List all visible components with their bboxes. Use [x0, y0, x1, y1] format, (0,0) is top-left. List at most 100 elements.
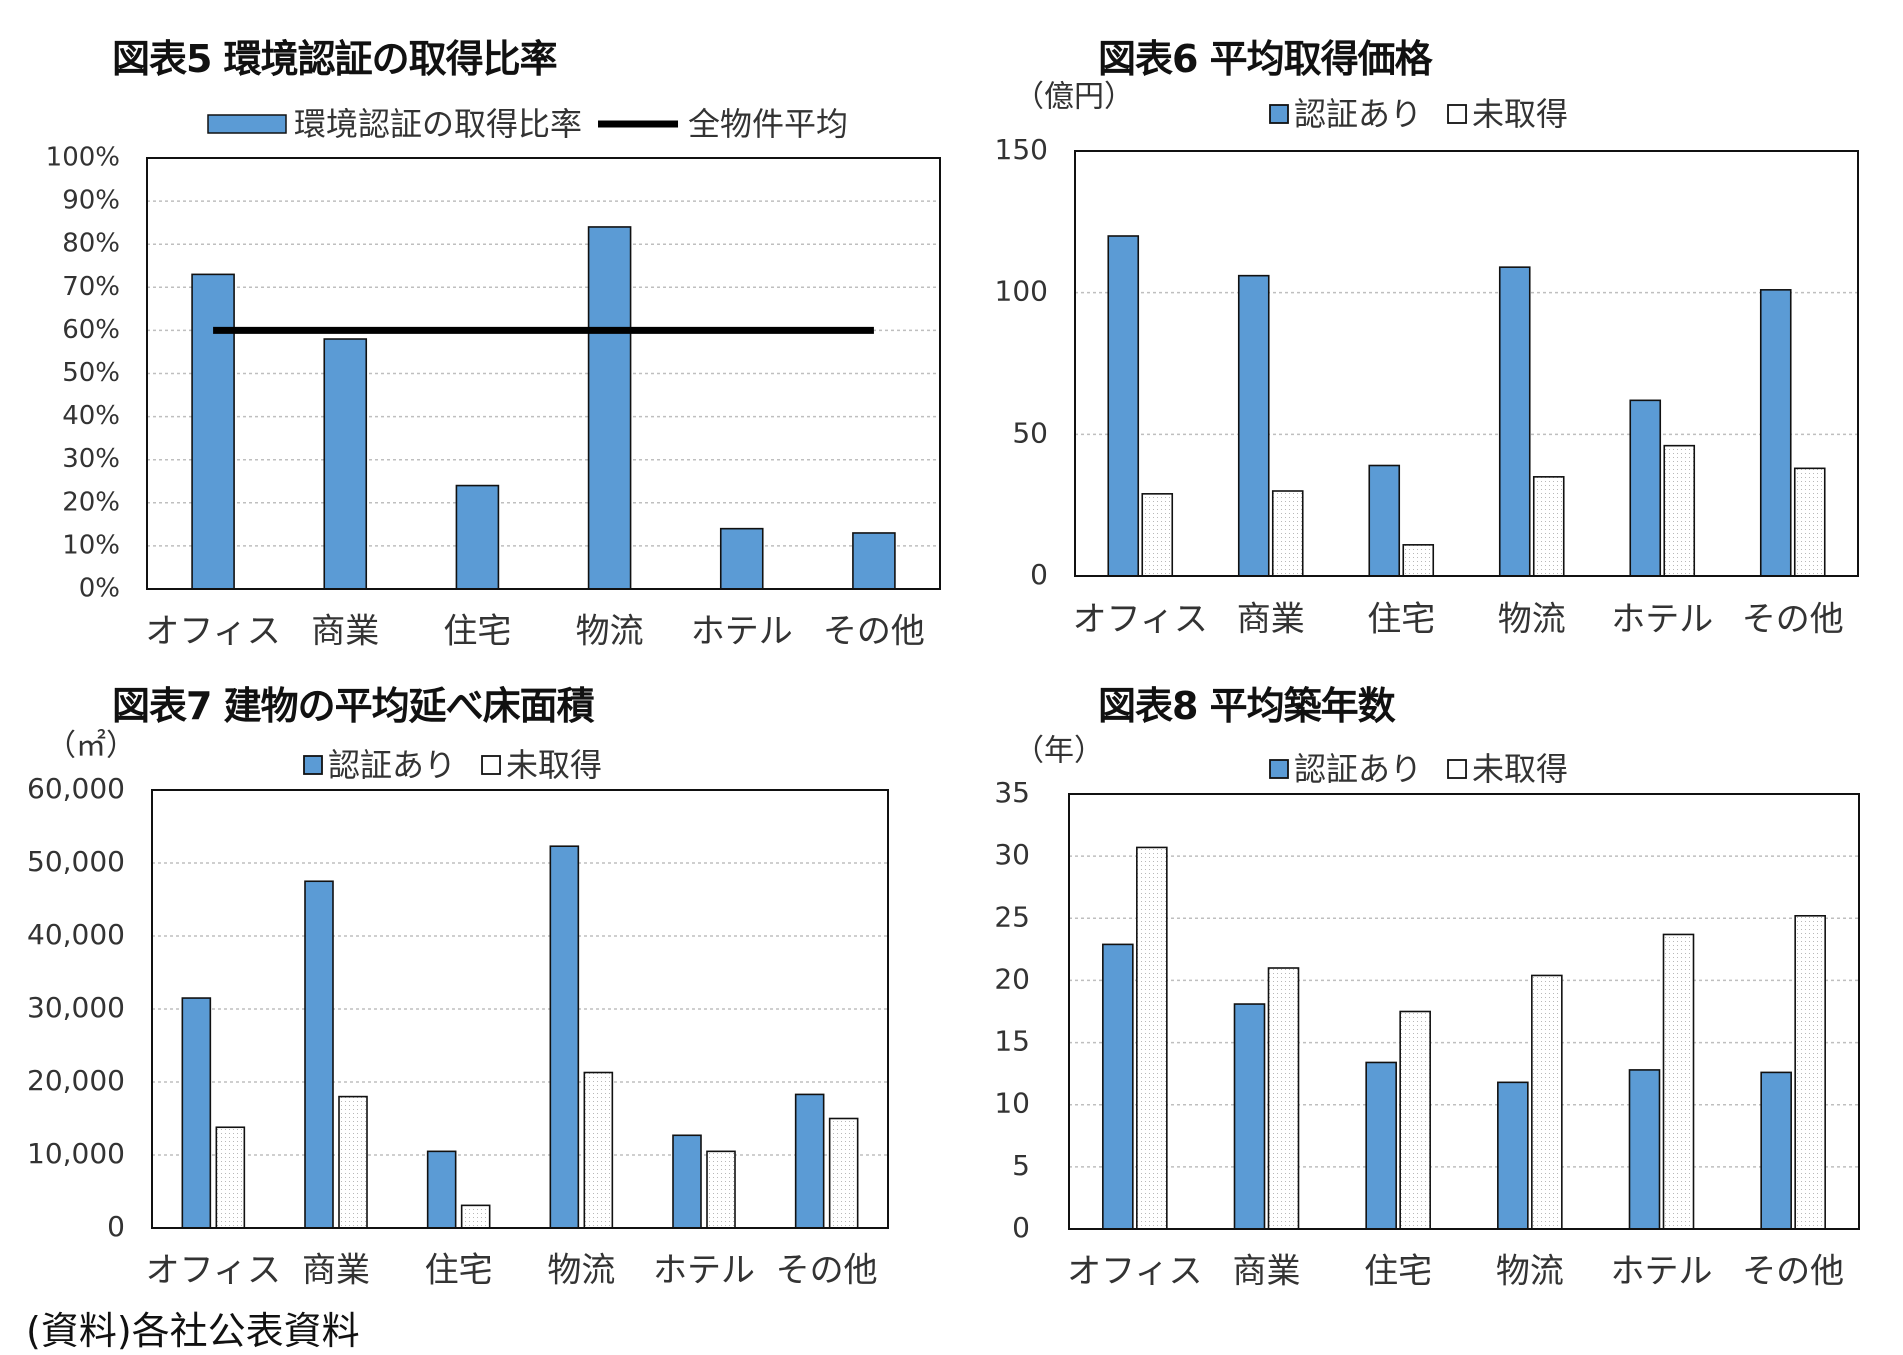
legend-swatch-certified [1269, 104, 1289, 124]
bar-certified [1498, 266, 1531, 577]
source-note: (資料)各社公表資料 [26, 1309, 360, 1353]
x-category-label: 住宅 [443, 612, 511, 652]
bar-uncertified [1399, 1010, 1431, 1230]
bar-certified [1233, 1003, 1266, 1230]
y-tick-label: 100 [995, 275, 1048, 308]
bar-certified [181, 997, 212, 1229]
y-tick-label: 0 [1012, 1211, 1030, 1244]
x-category-label: オフィス [146, 1251, 281, 1291]
legend-swatch-certified [207, 114, 287, 134]
x-category-label: 住宅 [425, 1251, 493, 1291]
y-tick-label: 15 [994, 1025, 1030, 1058]
legend-label: 未取得 [506, 746, 602, 784]
plot-frame [151, 789, 889, 1229]
bar-uncertified [1793, 467, 1826, 577]
bar-uncertified [1794, 914, 1826, 1230]
bar-uncertified [1141, 493, 1174, 577]
bar-certified [852, 532, 896, 590]
y-tick-label: 150 [995, 133, 1048, 166]
unit-label: （年） [1014, 734, 1104, 769]
legend-label: 未取得 [1472, 95, 1568, 133]
bar-certified [1760, 1071, 1792, 1230]
bar-certified [1629, 399, 1662, 577]
plot-frame [1068, 793, 1860, 1230]
legend-label: 未取得 [1472, 750, 1568, 788]
legend-swatch-uncertified [1447, 104, 1467, 124]
bar-certified [672, 1134, 702, 1229]
x-category-label: その他 [1742, 1252, 1844, 1292]
bar-uncertified [1402, 544, 1435, 577]
bar-certified [191, 273, 235, 590]
y-tick-label: 10,000 [27, 1137, 125, 1170]
plot-frame [146, 157, 941, 590]
x-category-label: ホテル [691, 612, 793, 652]
bar-certified [426, 1150, 457, 1229]
y-tick-label: 20 [994, 962, 1030, 995]
bar-uncertified [460, 1204, 491, 1229]
bar-certified [549, 845, 580, 1229]
y-tick-label: 0 [107, 1210, 125, 1243]
x-category-label: その他 [823, 612, 925, 652]
legend-label: 認証あり [1294, 750, 1422, 788]
bar-uncertified [1662, 933, 1695, 1230]
bar-certified [1102, 943, 1134, 1230]
legend-swatch-certified [1269, 759, 1289, 779]
y-tick-label: 50% [62, 358, 120, 388]
legend-label: 全物件平均 [688, 105, 848, 143]
y-tick-label: 20% [62, 487, 120, 517]
y-tick-label: 0% [79, 574, 120, 604]
bar-certified [323, 338, 368, 590]
y-tick-label: 5 [1012, 1149, 1030, 1182]
bar-certified [794, 1093, 825, 1229]
x-category-label: 商業 [302, 1251, 370, 1291]
bar-certified [587, 226, 632, 590]
bar-uncertified [1271, 490, 1304, 577]
x-category-label: ホテル [1611, 600, 1713, 640]
y-tick-label: 30% [62, 444, 120, 474]
legend-label: 認証あり [1294, 95, 1422, 133]
y-tick-label: 60% [62, 315, 120, 345]
bar-uncertified [1136, 846, 1168, 1230]
unit-label: （㎡） [46, 729, 136, 764]
y-tick-label: 35 [994, 776, 1030, 809]
bar-uncertified [1532, 476, 1565, 577]
bar-uncertified [828, 1117, 859, 1229]
legend-swatch-uncertified [481, 755, 501, 775]
bar-certified [304, 880, 334, 1229]
bar-certified [1107, 235, 1140, 577]
x-category-label: 住宅 [1367, 600, 1435, 640]
chart1-title: 図表5 環境認証の取得比率 [112, 37, 558, 81]
x-category-label: ホテル [653, 1251, 755, 1291]
legend-swatch-uncertified [1447, 759, 1467, 779]
bar-uncertified [1663, 444, 1696, 577]
unit-label: （億円） [1014, 80, 1134, 115]
plot-frame [1074, 150, 1859, 577]
x-category-label: 物流 [576, 612, 644, 652]
legend-label: 認証あり [328, 746, 456, 784]
x-category-label: 商業 [1233, 1252, 1301, 1292]
bar-certified [1237, 274, 1270, 577]
y-tick-label: 0 [1030, 558, 1048, 591]
x-category-label: オフィス [1073, 600, 1208, 640]
y-tick-label: 80% [62, 229, 120, 259]
bar-uncertified [1531, 974, 1563, 1230]
y-tick-label: 20,000 [27, 1064, 125, 1097]
y-tick-label: 30 [994, 838, 1030, 871]
legend-label: 環境認証の取得比率 [294, 105, 582, 143]
x-category-label: 物流 [1496, 1252, 1564, 1292]
y-tick-label: 30,000 [27, 991, 125, 1024]
bar-uncertified [1267, 967, 1300, 1230]
x-category-label: オフィス [1067, 1252, 1202, 1292]
x-category-label: 物流 [1498, 600, 1566, 640]
y-tick-label: 60,000 [27, 772, 125, 805]
y-tick-label: 50,000 [27, 845, 125, 878]
bar-uncertified [215, 1126, 246, 1229]
bar-certified [1368, 464, 1401, 577]
bar-certified [1759, 289, 1792, 577]
x-category-label: 商業 [311, 612, 379, 652]
bar-certified [1497, 1081, 1529, 1230]
x-category-label: その他 [1742, 600, 1844, 640]
bar-certified [455, 484, 500, 590]
bar-certified [1628, 1069, 1661, 1230]
